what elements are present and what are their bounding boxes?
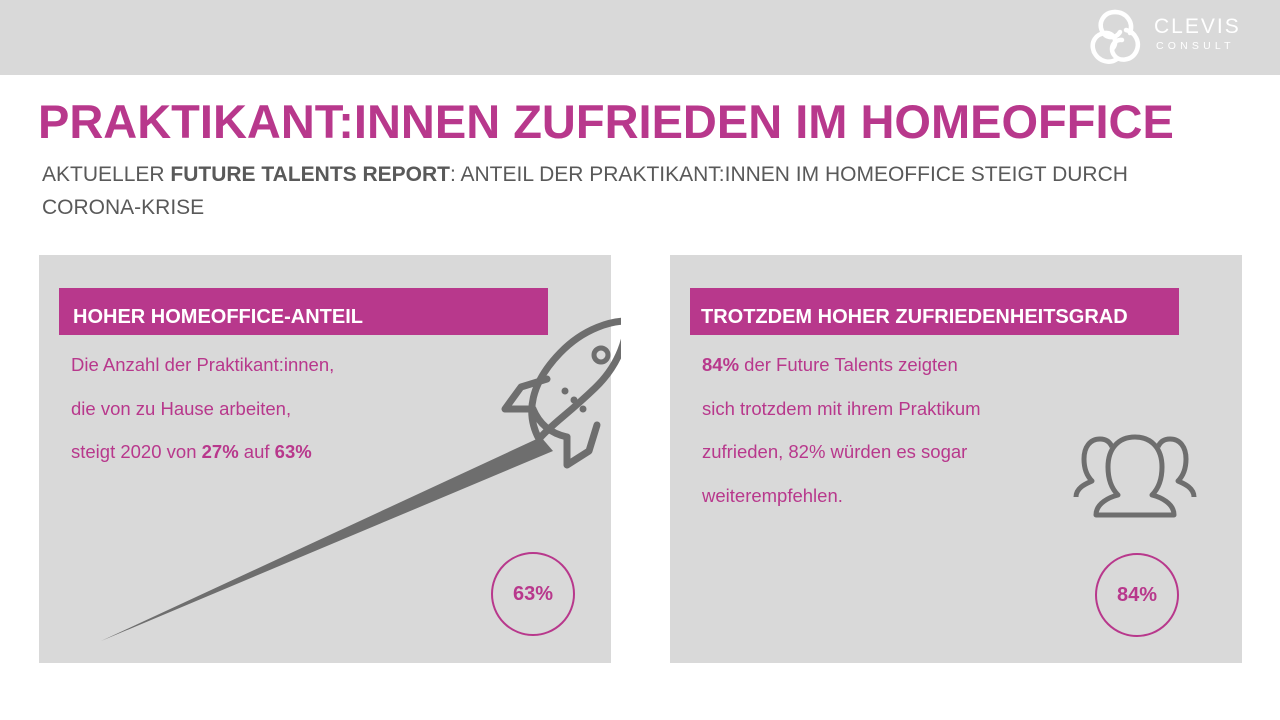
rocket-icon [101,317,621,641]
satisfaction-card: TROTZDEM HOHER ZUFRIEDENHEITSGRAD 84% de… [670,255,1242,663]
logo-brand-name: CLEVIS [1154,15,1241,38]
satisfaction-percent-badge: 84% [1095,553,1179,637]
satisfaction-heading: TROTZDEM HOHER ZUFRIEDENHEITSGRAD [690,288,1179,335]
homeoffice-card: HOHER HOMEOFFICE-ANTEIL Die Anzahl der P… [39,255,621,663]
logo-brand-subline: CONSULT [1156,40,1235,52]
satisfaction-line-3: zufrieden, 82% würden es sogar [702,441,968,462]
homeoffice-heading: HOHER HOMEOFFICE-ANTEIL [59,288,548,335]
satisfaction-line-1-suffix: der Future Talents zeigten [739,354,958,375]
homeoffice-value-2019: 27% [201,441,239,462]
homeoffice-percent-badge: 63% [491,552,575,636]
satisfaction-line-1: 84% der Future Talents zeigten [702,343,1082,387]
satisfaction-line-2: sich trotzdem mit ihrem Praktikum [702,397,981,419]
subtitle-report-name: FUTURE TALENTS REPORT [170,163,450,186]
homeoffice-line-3-mid: auf [238,441,275,462]
satisfaction-value: 84% [702,354,740,375]
page-title: PRAKTIKANT:INNEN ZUFRIEDEN IM HOMEOFFICE [38,95,1174,148]
top-bar: CLEVIS CONSULT [0,0,1280,75]
subtitle-suffix: : ANTEIL DER PRAKTIKANT:INNEN IM HOMEOFF… [42,163,1128,219]
clevis-consult-logo: CLEVIS CONSULT [1084,6,1272,70]
homeoffice-line-3-prefix: steigt 2020 von [71,441,202,462]
homeoffice-value-2020: 63% [274,441,312,462]
page-subtitle: AKTUELLER FUTURE TALENTS REPORT: ANTEIL … [42,158,1222,224]
people-icon [1073,434,1197,518]
homeoffice-line-1: Die Anzahl der Praktikant:innen, [71,354,335,375]
homeoffice-description: Die Anzahl der Praktikant:innen, die von… [71,343,451,474]
satisfaction-line-4: weiterempfehlen. [702,484,843,506]
satisfaction-description: 84% der Future Talents zeigten sich trot… [702,343,1082,517]
logo-mark-icon [1090,9,1141,64]
homeoffice-line-2: die von zu Hause arbeiten, [71,397,292,419]
homeoffice-line-3: steigt 2020 von 27% auf 63% [71,430,451,474]
subtitle-prefix: AKTUELLER [42,163,171,186]
